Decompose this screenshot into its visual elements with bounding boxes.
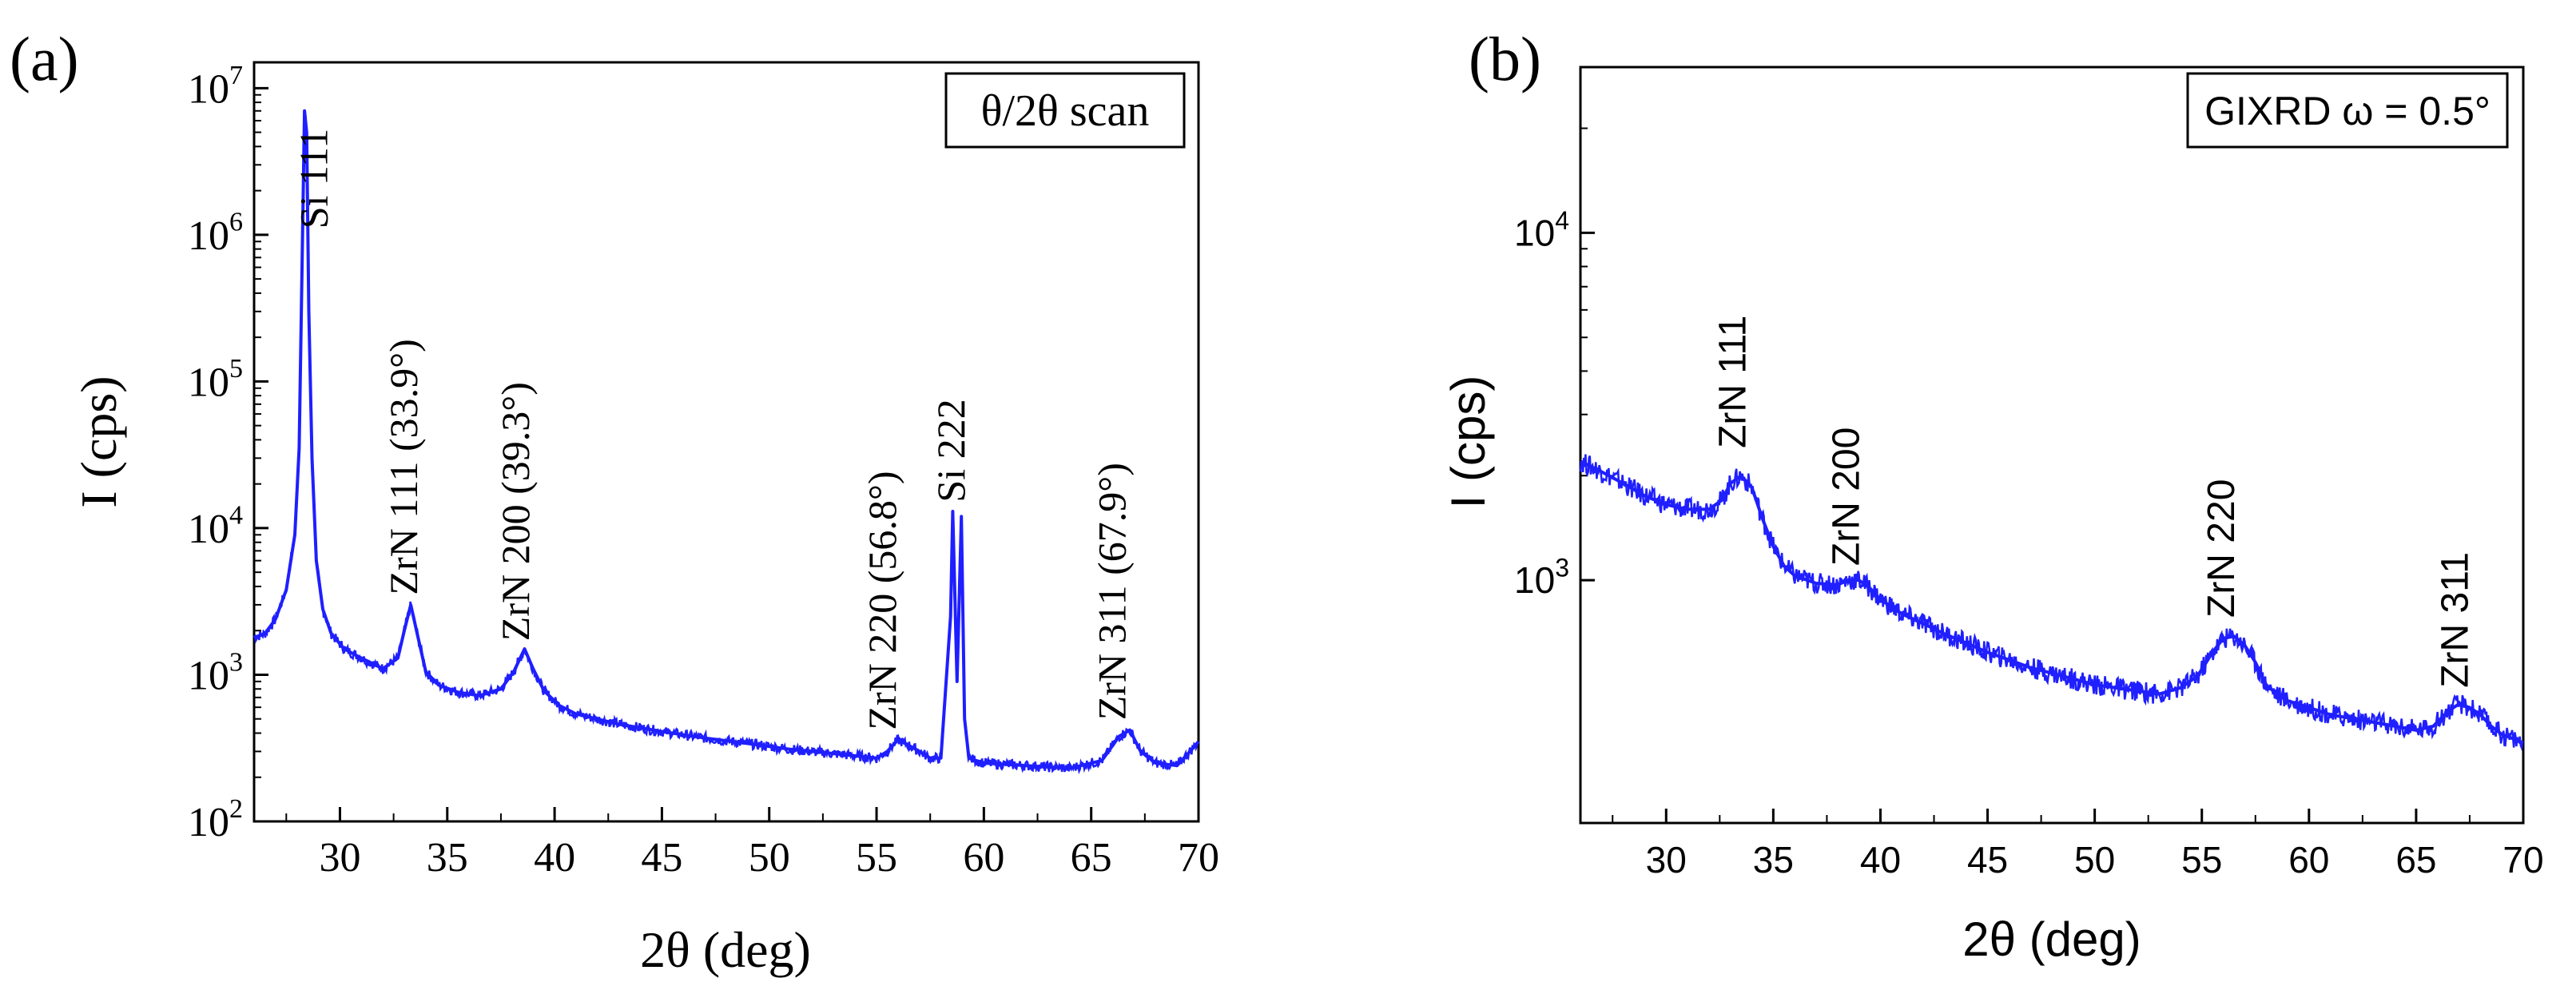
series-line [1580,459,2524,745]
y-tick-base: 10 [188,67,229,113]
x-tick-label: 55 [2181,839,2222,881]
x-tick-label: 35 [427,835,468,881]
peak-annotations-a: Si 111 ZrN 111 (33.9°) ZrN 200 (39.3°) ZrN … [291,129,1134,730]
y-tick-exponent: 2 [229,794,243,824]
peak-annotation: ZrN 200 [1826,427,1868,566]
panel-label-a: (a) [10,24,79,93]
y-tick-exponent: 5 [229,354,243,384]
x-tick-label: 70 [1178,835,1219,881]
x-tick-label: 50 [2074,839,2115,881]
x-tick-label: 60 [963,835,1004,881]
y-tick-base: 10 [1514,213,1555,254]
y-tick-exponent: 7 [229,61,243,90]
chart-title-b: GIXRD ω = 0.5° [2204,89,2491,133]
legend-box-a [944,72,1186,149]
y-tick-label: 106 [188,208,243,259]
x-tick-label: 60 [2288,839,2329,881]
y-tick-exponent: 3 [1555,554,1569,582]
y-tick-exponent: 4 [229,501,243,531]
x-tick-label: 55 [856,835,897,881]
peak-annotation: ZrN 311 (67.9°) [1090,463,1135,720]
y-tick-base: 10 [188,654,229,699]
y-tick-exponent: 6 [229,208,243,237]
y-tick-label: 103 [1514,554,1569,602]
panel-label-b: (b) [1469,24,1541,93]
peak-annotation: ZrN 111 [1712,316,1755,448]
y-tick-label: 104 [188,501,243,552]
series-noise [1579,454,2524,752]
peak-annotations-b: ZrN 111 ZrN 200 ZrN 220 ZrN 311 [1712,316,2477,688]
x-axis-ticks-b: 30 35 40 45 50 55 60 65 70 [1612,809,2544,881]
y-tick-label: 103 [188,647,243,698]
x-tick-label: 45 [641,835,682,881]
x-axis-label-a: 2θ (deg) [640,921,811,978]
y-tick-base: 10 [188,360,229,406]
legend-box-b [2186,72,2509,149]
y-tick-base: 10 [188,213,229,259]
x-axis-label-b: 2θ (deg) [1962,912,2141,966]
y-axis-label-a: I (cps) [70,376,127,507]
x-tick-label: 50 [749,835,790,881]
peak-annotation: Si 222 [928,399,973,502]
x-tick-label: 30 [1646,839,1687,881]
x-tick-label: 70 [2502,839,2543,881]
y-tick-label: 105 [188,354,243,405]
y-axis-label-b: I (cps) [1441,376,1495,509]
peak-annotation: ZrN 311 [2434,552,2476,688]
chart-title-a: θ/2θ scan [981,86,1150,136]
y-tick-label: 104 [1514,206,1569,254]
peak-annotation: ZrN 220 (56.8°) [860,471,904,730]
x-tick-label: 35 [1753,839,1794,881]
y-tick-label: 107 [188,61,243,112]
y-tick-label: 102 [188,794,243,845]
x-tick-label: 40 [1860,839,1901,881]
y-tick-base: 10 [188,800,229,845]
series-a [253,109,1200,775]
x-tick-label: 40 [534,835,575,881]
plot-frame-b [1579,66,2525,825]
peak-annotation: Si 111 [291,129,336,229]
peak-annotation: ZrN 200 (39.3°) [493,382,538,641]
y-tick-base: 10 [188,507,229,552]
x-tick-label: 65 [2395,839,2436,881]
x-axis-ticks-a: 30 35 40 45 50 55 60 65 70 [285,807,1219,881]
x-tick-label: 65 [1071,835,1112,881]
x-tick-label: 30 [319,835,360,881]
y-tick-base: 10 [1514,559,1555,601]
plot-frame-a [252,61,1200,823]
peak-annotation: ZrN 111 (33.9°) [381,339,426,594]
peak-annotation: ZrN 220 [2200,479,2243,618]
series-b [1579,454,2524,752]
y-tick-exponent: 4 [1555,206,1569,235]
y-tick-exponent: 3 [229,647,243,677]
series-noise [253,111,1199,775]
x-tick-label: 45 [1967,839,2008,881]
